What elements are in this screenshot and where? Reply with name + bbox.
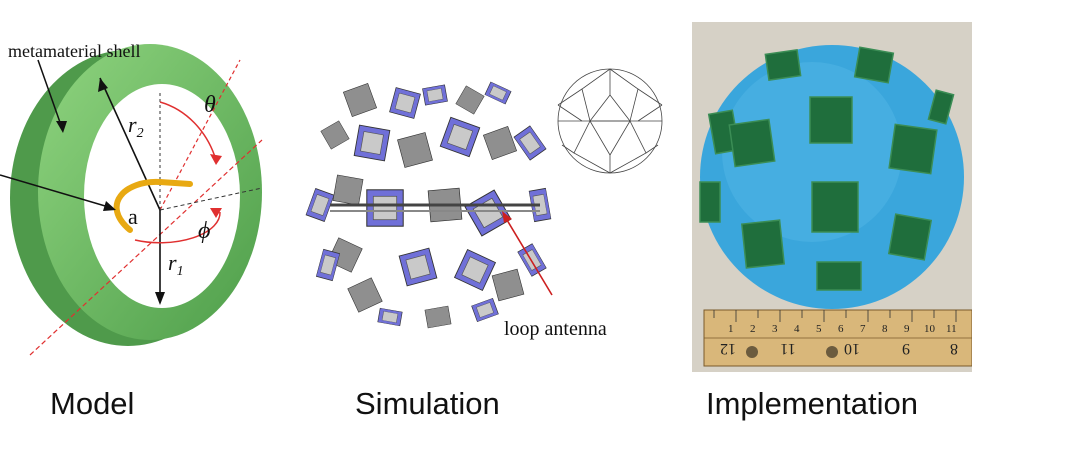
ruler-num-7: 7 xyxy=(860,323,866,335)
ruler-num-5: 5 xyxy=(816,323,822,335)
simulation-panel: loop antenna xyxy=(290,55,670,345)
r2-arrowhead xyxy=(98,78,108,92)
axis-x xyxy=(29,139,263,356)
ruler-num-9: 9 xyxy=(904,323,910,335)
r2-arrow xyxy=(99,77,161,211)
ruler-num-11: 11 xyxy=(946,323,957,335)
implementation-photo: 1 2 3 4 5 6 7 8 9 10 11 12 11 10 9 8 xyxy=(692,22,973,372)
ruler-num-4: 4 xyxy=(794,323,800,335)
loop-antenna xyxy=(113,178,193,233)
a-label: a xyxy=(128,204,138,229)
implementation-image: 1 2 3 4 5 6 7 8 9 10 11 12 11 10 9 8 xyxy=(692,22,973,372)
ruler-bottom-10: 10 xyxy=(844,340,860,357)
ruler-num-10: 10 xyxy=(924,323,936,335)
phi-arc xyxy=(134,211,221,244)
loop-antenna-pointer xyxy=(503,214,553,296)
a-arrowhead xyxy=(103,201,116,211)
geodesic-sphere xyxy=(557,68,663,174)
ruler-bottom-9: 9 xyxy=(902,340,910,357)
axis-y xyxy=(159,187,263,211)
ruler-bottom-12: 12 xyxy=(720,340,736,357)
simulation-caption: Simulation xyxy=(355,386,500,421)
ruler-num-3: 3 xyxy=(772,323,778,335)
r1-arrowhead xyxy=(155,292,165,305)
model-diagram: metamaterial shell r2 r1 θ ϕ a xyxy=(0,41,263,356)
ruler-num-6: 6 xyxy=(838,323,844,335)
r1-label: r1 xyxy=(168,250,184,279)
a-arrow xyxy=(0,174,113,209)
simulation-diagram: loop antenna xyxy=(305,68,663,340)
ruler-num-8: 8 xyxy=(882,323,888,335)
loop-antenna-pointer-head xyxy=(502,211,512,223)
shell-pointer-head xyxy=(56,121,67,133)
ruler-num-2: 2 xyxy=(750,323,756,335)
shell-pointer xyxy=(37,59,63,129)
ruler-num-1: 1 xyxy=(728,323,734,335)
loop-antenna-label: loop antenna xyxy=(504,318,607,340)
shell-label: metamaterial shell xyxy=(8,41,140,61)
phi-arrowhead xyxy=(210,208,222,218)
ruler-bottom-8: 8 xyxy=(950,340,958,357)
shell-inner-hole xyxy=(84,84,240,308)
theta-arc xyxy=(159,101,217,161)
model-panel: metamaterial shell r2 r1 θ ϕ a xyxy=(0,0,270,370)
r2-label: r2 xyxy=(128,112,144,141)
ruler: 1 2 3 4 5 6 7 8 9 10 11 12 11 10 9 8 xyxy=(703,309,973,367)
pcb-patches xyxy=(699,46,955,291)
model-caption: Model xyxy=(50,386,135,421)
phi-label: ϕ xyxy=(198,218,210,244)
ruler-bottom-11: 11 xyxy=(780,340,795,357)
theta-label: θ xyxy=(204,92,216,118)
theta-arrowhead xyxy=(210,154,222,165)
implementation-caption: Implementation xyxy=(706,386,918,421)
